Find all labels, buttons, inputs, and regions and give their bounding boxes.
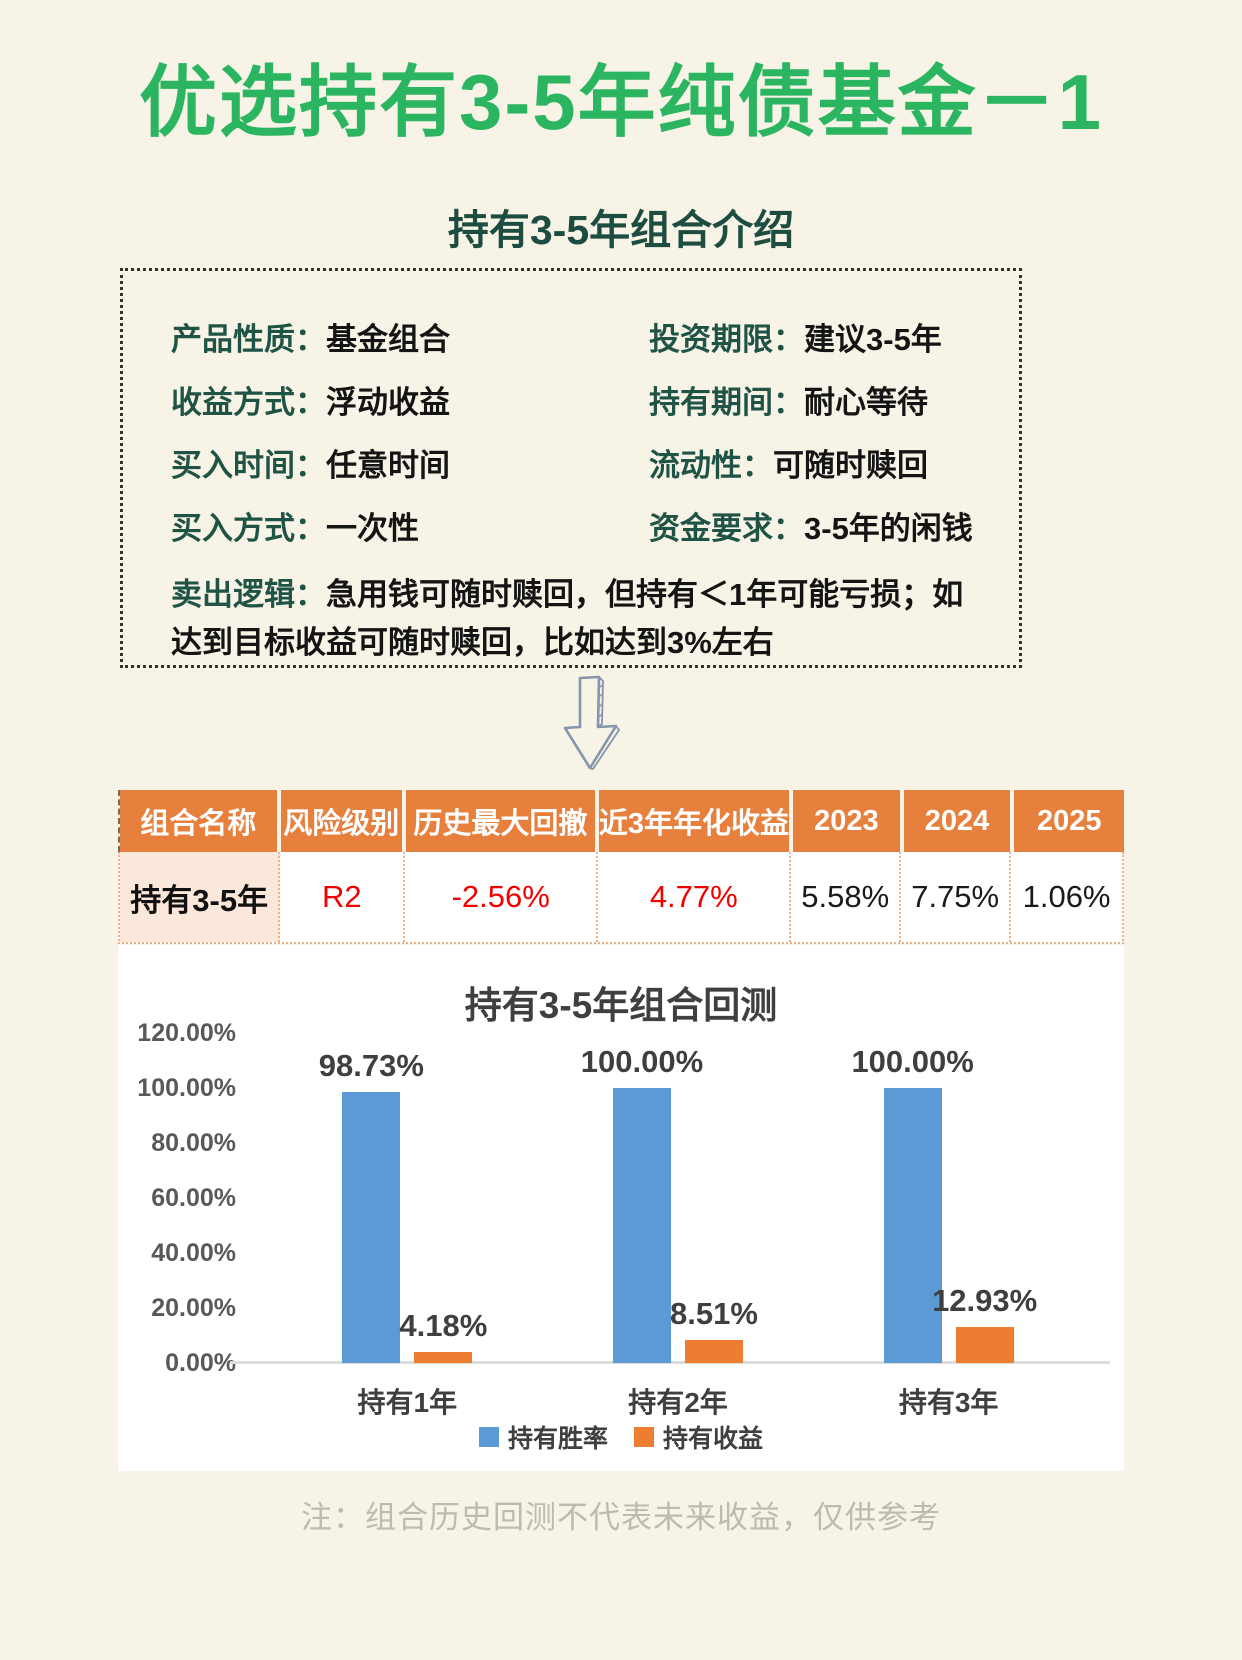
y-axis-tick: 20.00% — [151, 1294, 236, 1322]
y-axis-tick: 120.00% — [137, 1019, 236, 1047]
table-header-cell: 近3年年化收益 — [598, 790, 790, 852]
info-value: 一次性 — [326, 511, 419, 546]
page-subtitle: 持有3-5年组合介绍 — [447, 207, 795, 253]
info-label: 买入时间： — [171, 448, 326, 483]
info-label: 卖出逻辑： — [171, 577, 326, 612]
y-axis-tick: 60.00% — [151, 1184, 236, 1212]
x-axis-label: 持有3年 — [898, 1387, 999, 1418]
info-label: 流动性： — [649, 448, 773, 483]
info-value: 浮动收益 — [326, 385, 450, 420]
table-header-cell: 历史最大回撤 — [405, 790, 595, 852]
y-axis-tick: 40.00% — [151, 1239, 236, 1267]
chart-title: 持有3-5年组合回测 — [464, 985, 778, 1026]
bar-group: 98.73% 4.18% 持有1年 — [319, 1048, 488, 1419]
legend-item: 持有收益 — [634, 1419, 763, 1455]
bar-group: 100.00% 12.93% 持有3年 — [851, 1044, 1037, 1418]
bar-return: 8.51% — [670, 1296, 758, 1363]
table-header-cell: 2023 — [793, 790, 900, 852]
info-label: 资金要求： — [649, 511, 804, 546]
bar-value-label: 100.00% — [580, 1044, 704, 1079]
bar-return: 4.18% — [399, 1308, 487, 1363]
bar-return: 12.93% — [932, 1283, 1037, 1363]
footnote: 注：组合历史回测不代表未来收益，仅供参考 — [301, 1500, 941, 1535]
legend-item: 持有胜率 — [478, 1419, 608, 1455]
info-label: 买入方式： — [171, 511, 326, 546]
table-header-cell: 组合名称 — [120, 790, 277, 852]
table-header-cell: 2024 — [903, 790, 1011, 852]
product-info-grid: 产品性质： 基金组合 投资期限： 建议3-5年 收益方式： 浮动收益 持有期间：… — [171, 305, 973, 557]
backtest-chart: 持有3-5年组合回测 120.00% 100.00% 80.00% 60.00% 40.… — [118, 945, 1124, 1471]
legend: 持有胜率 持有收益 — [118, 1419, 1124, 1455]
x-axis-label: 持有2年 — [628, 1387, 728, 1418]
info-pair: 收益方式： 浮动收益 — [171, 368, 649, 431]
table-row: 持有3-5年 R2 -2.56% 4.77% 5.58% 7.75% 1.06% — [118, 852, 1124, 944]
bar-value-label: 100.00% — [851, 1044, 974, 1079]
info-pair: 产品性质： 基金组合 — [171, 305, 649, 368]
info-label: 持有期间： — [649, 385, 804, 420]
sell-logic-row: 卖出逻辑：急用钱可随时赎回，但持有＜1年可能亏损；如 达到目标收益可随时赎回，比… — [171, 571, 973, 667]
info-value: 建议3-5年 — [804, 322, 942, 357]
info-pair: 买入时间： 任意时间 — [171, 431, 649, 494]
bar-value-label: 98.73% — [318, 1047, 424, 1083]
x-axis-label: 持有1年 — [357, 1387, 458, 1418]
table-cell-2023: 5.58% — [791, 852, 902, 942]
info-pair: 投资期限： 建议3-5年 — [649, 305, 973, 368]
table-cell-risk-level: R2 — [280, 852, 406, 942]
plot-groups: 98.73% 4.18% 持有1年 100.00% 8.51% 持有2年 100.00% 12… — [248, 1033, 1108, 1419]
table-cell-max-drawdown: -2.56% — [405, 852, 599, 942]
bar-value-label: 12.93% — [932, 1283, 1038, 1319]
info-pair: 资金要求： 3-5年的闲钱 — [649, 494, 973, 557]
bar-value-label: 8.51% — [670, 1295, 758, 1331]
bar-win-rate: 100.00% — [851, 1044, 974, 1363]
table-header-cell: 2025 — [1014, 790, 1125, 852]
table-header-row: 组合名称 风险级别 历史最大回撤 近3年年化收益 2023 2024 2025 — [118, 790, 1125, 852]
table-cell-2024: 7.75% — [901, 852, 1012, 942]
table-cell-portfolio-name: 持有3-5年 — [120, 852, 281, 942]
y-axis-tick: 80.00% — [151, 1129, 236, 1157]
y-axis-tick: 100.00% — [137, 1074, 236, 1102]
info-value: 基金组合 — [326, 322, 450, 357]
info-pair: 买入方式： 一次性 — [171, 494, 649, 557]
bar-win-rate: 100.00% — [581, 1044, 703, 1363]
info-value: 急用钱可随时赎回，但持有＜1年可能亏损；如 达到目标收益可随时赎回，比如达到3%… — [171, 577, 964, 660]
legend-label: 持有收益 — [663, 1425, 764, 1453]
legend-label: 持有胜率 — [507, 1425, 608, 1453]
plot-area: 98.73% 4.18% 持有1年 100.00% 8.51% 持有2年 100.00% 12… — [248, 1033, 1108, 1419]
legend-swatch — [634, 1427, 654, 1447]
bar-group: 100.00% 8.51% 持有2年 — [581, 1044, 758, 1418]
bar-win-rate: 98.73% — [319, 1048, 424, 1363]
info-value: 任意时间 — [326, 448, 450, 483]
table-cell-3yr-annualized: 4.77% — [598, 852, 792, 942]
bar-value-label: 4.18% — [399, 1307, 488, 1343]
info-label: 投资期限： — [649, 322, 804, 357]
info-pair: 持有期间： 耐心等待 — [649, 368, 973, 431]
y-axis-tick: 0.00% — [165, 1349, 236, 1377]
info-pair: 流动性： 可随时赎回 — [649, 431, 973, 494]
page-title: 优选持有3-5年纯债基金－1 — [138, 58, 1104, 146]
info-value: 可随时赎回 — [773, 448, 928, 483]
info-label: 收益方式： — [171, 385, 326, 420]
info-value: 3-5年的闲钱 — [804, 511, 973, 546]
table-cell-2025: 1.06% — [1022, 879, 1111, 914]
info-label: 产品性质： — [171, 322, 326, 357]
info-value: 耐心等待 — [804, 385, 928, 420]
legend-swatch — [478, 1427, 499, 1447]
down-arrow-icon — [563, 675, 620, 770]
table-header-cell: 风险级别 — [280, 790, 402, 852]
summary-table: 组合名称 风险级别 历史最大回撤 近3年年化收益 2023 2024 2025 … — [118, 790, 1125, 944]
product-info-box: 产品性质： 基金组合 投资期限： 建议3-5年 收益方式： 浮动收益 持有期间：… — [120, 268, 1022, 668]
